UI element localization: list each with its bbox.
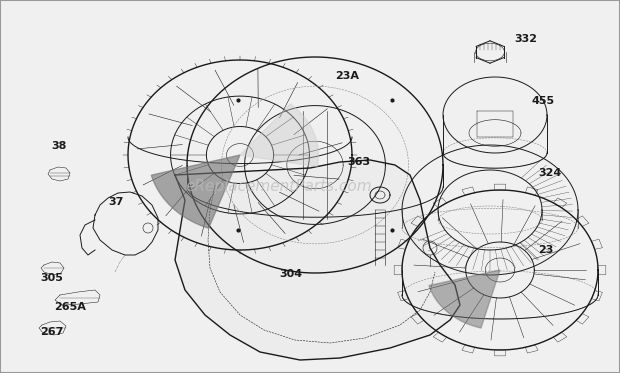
Text: 37: 37 bbox=[108, 197, 124, 207]
Text: 332: 332 bbox=[515, 34, 538, 44]
Polygon shape bbox=[240, 104, 319, 167]
Text: 305: 305 bbox=[40, 273, 63, 283]
Text: eReplacementParts.com: eReplacementParts.com bbox=[185, 179, 373, 194]
Polygon shape bbox=[151, 155, 240, 228]
Text: 23A: 23A bbox=[335, 72, 359, 81]
Text: 38: 38 bbox=[51, 141, 66, 151]
Text: 265A: 265A bbox=[55, 302, 86, 311]
Polygon shape bbox=[429, 270, 500, 328]
Text: 455: 455 bbox=[532, 96, 555, 106]
Text: 304: 304 bbox=[279, 269, 302, 279]
Text: 23: 23 bbox=[538, 245, 554, 255]
Text: 267: 267 bbox=[40, 327, 64, 337]
Polygon shape bbox=[175, 160, 460, 360]
Text: 363: 363 bbox=[347, 157, 370, 167]
Text: 324: 324 bbox=[538, 169, 562, 178]
